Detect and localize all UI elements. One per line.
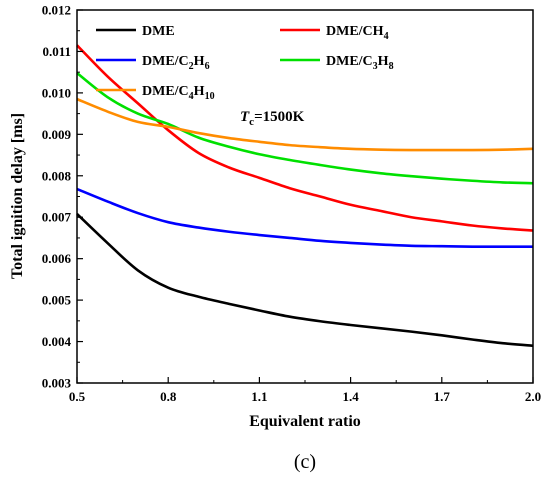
y-tick-label: 0.011 [42,44,71,59]
legend-text-part: DME/C [142,84,189,99]
series-line-dme-c4h10 [76,97,534,152]
legend-text-part: DME/CH [326,24,384,39]
x-tick-label: 1.4 [342,389,359,404]
legend-label-dme-c4h10: DME/C4H10 [142,84,215,102]
x-tick-label: 2.0 [525,389,541,404]
y-axis-title: Total ignition delay [ms] [9,113,26,279]
annotation-base: T [240,109,250,125]
legend-subscript: 3 [373,61,378,72]
series-line-dme [76,212,534,347]
legend-text-part: DME/C [142,54,189,69]
y-tick-label: 0.007 [42,210,72,225]
legend-label-dme: DME [142,24,175,39]
legend-text-part: DME/C [326,54,373,69]
series-line-dme-c3h8 [76,71,534,185]
annotation-subscript: c [249,116,254,128]
x-tick-label: 0.5 [69,389,86,404]
figure-caption: (c) [294,451,316,473]
y-tick-label: 0.010 [42,85,71,100]
legend-text-part: DME [142,24,175,39]
y-tick-label: 0.009 [42,127,72,142]
legend-subscript: 4 [189,91,194,102]
series-group [76,44,534,347]
legend-label-dme-c2h6: DME/C2H6 [142,54,210,72]
legend-text-part: H [194,54,205,69]
legend-label-dme-c3h8: DME/C3H8 [326,54,394,72]
legend-text-part: H [378,54,389,69]
y-tick-label: 0.003 [42,376,72,391]
y-tick-label: 0.006 [42,251,72,266]
y-tick-label: 0.004 [42,334,72,349]
x-tick-label: 1.1 [251,389,267,404]
legend-subscript: 4 [384,31,389,42]
legend-subscript: 6 [205,61,210,72]
legend-label-dme-ch4: DME/CH4 [326,24,389,42]
y-tick-label: 0.005 [42,293,72,308]
series-line-dme-ch4 [76,44,534,232]
series-line-dme-c2h6 [76,187,534,248]
legend-subscript: 2 [189,61,194,72]
x-tick-label: 1.7 [434,389,451,404]
legend-subscript: 8 [389,61,394,72]
y-tick-label: 0.012 [42,3,71,18]
temperature-annotation: Tc=1500K [240,109,305,128]
x-tick-label: 0.8 [160,389,177,404]
x-axis-title: Equivalent ratio [249,413,361,430]
legend-subscript: 10 [205,91,215,102]
annotation-rest: =1500K [254,109,305,125]
y-tick-label: 0.008 [42,168,72,183]
axes-group: 0.5 0.8 1.1 1.4 1.7 2.0 0.003 0.004 0.005 0.006 0.… [42,3,541,405]
legend-text-part: H [194,84,205,99]
